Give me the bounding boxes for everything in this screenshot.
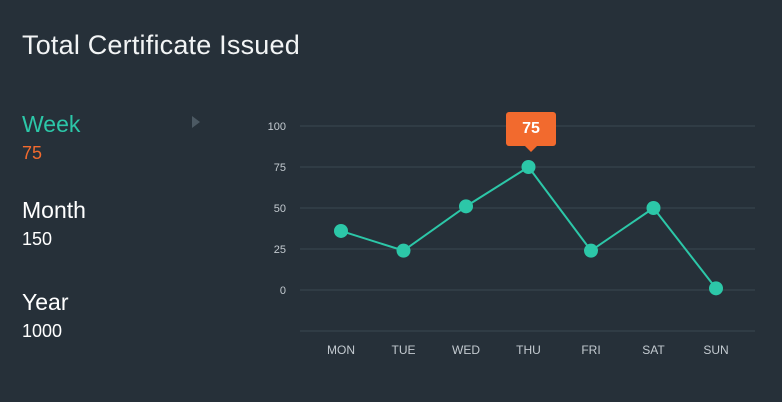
x-tick-label: SAT xyxy=(642,343,665,357)
x-tick-label: WED xyxy=(452,343,480,357)
data-point xyxy=(584,243,598,258)
data-point xyxy=(459,199,473,214)
period-week-value: 75 xyxy=(22,143,43,163)
series-line xyxy=(340,165,717,289)
value-tooltip: 75 xyxy=(506,112,556,152)
period-month-label: Month xyxy=(22,197,86,223)
x-tick-label: MON xyxy=(327,343,355,357)
y-tick-label: 0 xyxy=(280,285,286,297)
data-point xyxy=(396,243,411,258)
y-tick-label: 75 xyxy=(274,162,286,174)
period-year[interactable]: Year 1000 xyxy=(22,288,212,342)
data-point xyxy=(334,223,348,238)
line-chart: 100 75 50 25 0 MON TUE WED THU FRI SAT SUN xyxy=(268,121,755,357)
period-week-label: Week xyxy=(22,111,81,137)
period-month[interactable]: Month 150 xyxy=(22,196,212,250)
data-point xyxy=(646,201,661,215)
y-tick-label: 25 xyxy=(274,244,286,256)
x-tick-label: TUE xyxy=(392,343,416,357)
data-point xyxy=(709,281,723,296)
x-tick-label: SUN xyxy=(703,343,728,357)
period-week[interactable]: Week 75 xyxy=(22,110,212,164)
x-tick-label: THU xyxy=(516,343,541,357)
period-year-label: Year xyxy=(22,289,69,315)
y-tick-label: 100 xyxy=(268,121,286,133)
y-tick-label: 50 xyxy=(274,203,286,215)
period-month-value: 150 xyxy=(22,229,53,249)
page-title: Total Certificate Issued xyxy=(22,30,300,60)
x-tick-label: FRI xyxy=(581,343,600,357)
period-year-value: 1000 xyxy=(22,321,63,341)
data-point xyxy=(521,160,536,174)
chevron-right-icon xyxy=(192,116,200,128)
